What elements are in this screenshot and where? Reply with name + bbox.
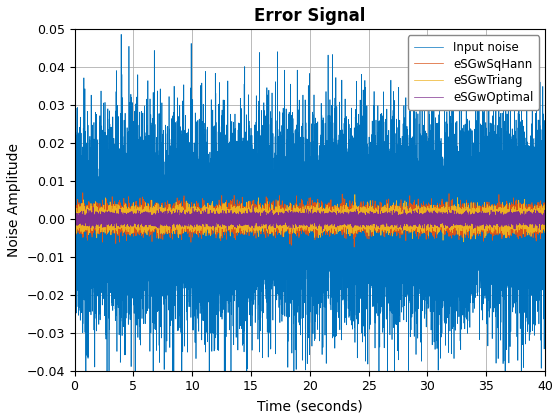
eSGwSqHann [190,222,197,227]
Line: Input noise: Input noise [74,34,545,400]
eSGwSqHann [118,218,125,223]
eSGwTriang [446,222,452,227]
Title: Error Signal: Error Signal [254,7,366,25]
eSGwOptimal [319,228,326,233]
Input noise [71,133,78,138]
eSGwSqHann [458,213,464,218]
eSGwOptimal [446,211,452,216]
Legend: Input noise, eSGwSqHann, eSGwTriang, eSGwOptimal: Input noise, eSGwSqHann, eSGwTriang, eSG… [408,35,539,110]
eSGwTriang [460,239,467,244]
eSGwOptimal [71,220,78,225]
eSGwTriang [190,213,197,218]
eSGwSqHann [351,244,357,249]
eSGwOptimal [250,203,256,208]
Input noise [446,214,452,219]
eSGwSqHann [71,215,78,220]
Input noise [190,180,197,185]
Input noise [118,32,124,37]
eSGwOptimal [190,210,197,215]
Input noise [376,398,382,403]
X-axis label: Time (seconds): Time (seconds) [257,399,363,413]
eSGwSqHann [542,227,548,232]
Y-axis label: Noise Amplitude: Noise Amplitude [7,143,21,257]
eSGwTriang [71,220,78,225]
eSGwOptimal [489,214,496,219]
eSGwTriang [523,218,530,223]
Line: eSGwOptimal: eSGwOptimal [74,206,545,231]
eSGwOptimal [542,219,548,224]
eSGwTriang [489,225,496,230]
eSGwSqHann [523,218,530,223]
Line: eSGwSqHann: eSGwSqHann [74,193,545,247]
eSGwOptimal [523,217,530,222]
Input noise [458,202,464,207]
Input noise [118,220,125,225]
eSGwTriang [352,192,358,197]
Input noise [523,143,530,148]
eSGwSqHann [489,218,496,223]
eSGwTriang [458,210,464,215]
Input noise [489,197,496,202]
Input noise [542,244,548,249]
eSGwOptimal [458,213,464,218]
eSGwTriang [542,223,548,228]
Line: eSGwTriang: eSGwTriang [74,194,545,242]
eSGwTriang [118,220,124,226]
eSGwOptimal [118,214,124,219]
eSGwSqHann [80,190,86,195]
eSGwSqHann [446,225,452,230]
